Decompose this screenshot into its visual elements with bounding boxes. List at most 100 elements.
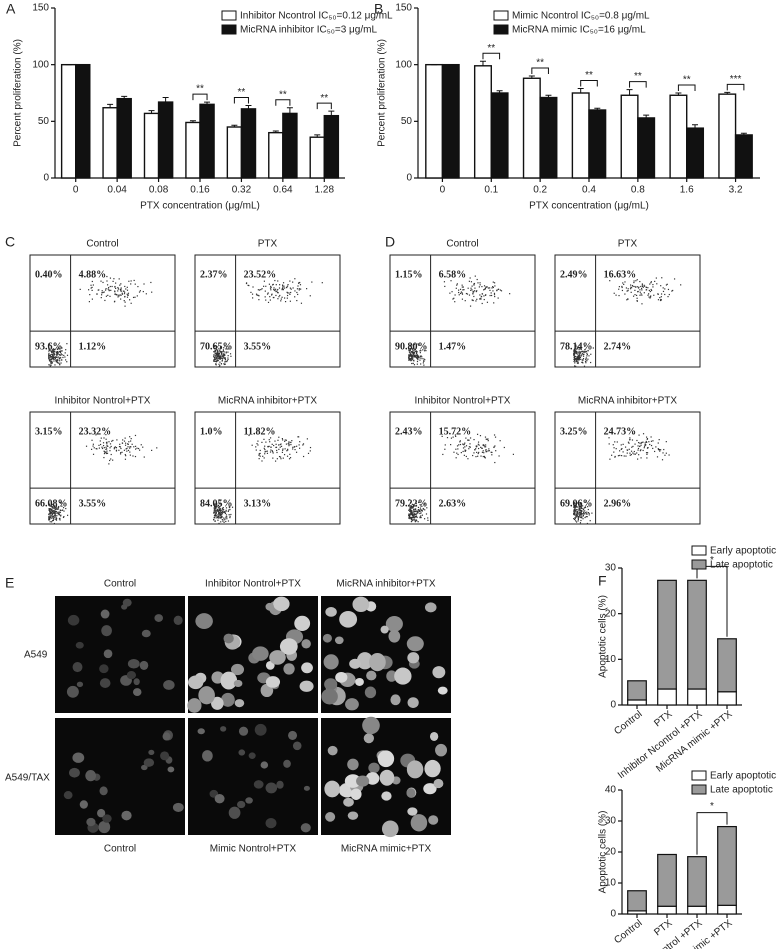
event-dot xyxy=(475,445,477,447)
legend-label: Late apoptotic xyxy=(710,560,773,571)
event-dot xyxy=(639,445,641,448)
event-dot xyxy=(408,355,410,357)
event-dot xyxy=(410,360,412,362)
event-dot xyxy=(417,356,419,358)
event-dot xyxy=(413,352,415,354)
event-dot xyxy=(216,356,219,358)
event-dot xyxy=(275,284,277,286)
event-dot xyxy=(53,511,55,513)
event-dot xyxy=(415,356,417,358)
legend-label: MicRNA inhibitor IC₅₀=3 μg/mL xyxy=(240,25,377,36)
event-dot xyxy=(413,510,415,512)
event-dot xyxy=(641,289,643,291)
event-dot xyxy=(575,509,578,511)
event-dot xyxy=(408,499,410,501)
event-dot xyxy=(287,449,289,451)
event-dot xyxy=(486,301,489,303)
event-dot xyxy=(57,362,59,364)
event-dot xyxy=(101,290,103,292)
event-dot xyxy=(573,350,575,352)
nucleus xyxy=(211,696,224,710)
event-dot xyxy=(408,513,410,515)
event-dot xyxy=(57,511,59,513)
event-dot xyxy=(486,286,488,288)
event-dot xyxy=(578,505,580,507)
error-bar xyxy=(286,107,293,114)
event-dot xyxy=(65,349,67,351)
row-label: A549 xyxy=(24,650,48,661)
event-dot xyxy=(274,279,276,282)
event-dot xyxy=(581,359,583,361)
event-dot xyxy=(51,510,53,512)
event-dot xyxy=(49,513,51,515)
event-dot xyxy=(278,455,281,458)
event-dot xyxy=(216,360,218,362)
event-dot xyxy=(629,288,632,290)
event-dot xyxy=(55,510,57,513)
event-dot xyxy=(613,451,615,453)
event-dot xyxy=(409,514,411,516)
event-dot xyxy=(276,449,278,452)
event-dot xyxy=(218,511,220,513)
event-dot xyxy=(656,283,658,285)
event-dot xyxy=(55,519,57,521)
event-dot xyxy=(251,444,253,446)
nucleus xyxy=(381,791,392,801)
event-dot xyxy=(124,453,126,456)
event-dot xyxy=(286,285,289,287)
nucleus xyxy=(356,652,373,670)
nucleus xyxy=(188,675,204,690)
event-dot xyxy=(48,355,50,357)
nucleus xyxy=(228,806,241,819)
flow-plot xyxy=(29,254,176,368)
event-dot xyxy=(573,358,575,361)
event-dot xyxy=(48,359,51,361)
event-dot xyxy=(422,507,424,510)
event-dot xyxy=(285,443,288,445)
event-dot xyxy=(106,452,109,454)
event-dot xyxy=(461,286,463,288)
event-dot xyxy=(214,360,216,362)
event-dot xyxy=(229,516,231,519)
event-dot xyxy=(472,299,474,302)
event-dot xyxy=(469,446,471,448)
event-dot xyxy=(574,362,576,364)
event-dot xyxy=(48,517,50,519)
event-dot xyxy=(127,449,130,452)
event-dot xyxy=(99,440,101,442)
event-dot xyxy=(52,516,54,518)
event-dot xyxy=(618,286,621,288)
nucleus xyxy=(167,766,175,773)
event-dot xyxy=(57,353,59,355)
y-tick-label: 20 xyxy=(605,608,617,619)
event-dot xyxy=(579,351,582,353)
event-dot xyxy=(474,290,476,292)
event-dot xyxy=(413,359,415,361)
event-dot xyxy=(298,289,300,291)
column-title: Control xyxy=(104,844,136,855)
event-dot xyxy=(648,441,650,443)
event-dot xyxy=(634,289,636,291)
bar xyxy=(157,101,174,179)
event-dot xyxy=(56,515,58,517)
event-dot xyxy=(109,447,111,449)
significance-label: ** xyxy=(487,43,495,54)
event-dot xyxy=(577,356,579,359)
event-dot xyxy=(575,521,578,523)
event-dot xyxy=(51,358,53,360)
event-dot xyxy=(415,503,417,505)
event-dot xyxy=(51,351,53,353)
event-dot xyxy=(573,356,575,359)
event-dot xyxy=(55,356,57,358)
legend-label: MicRNA mimic IC₅₀=16 μg/mL xyxy=(512,25,646,36)
event-dot xyxy=(411,506,413,508)
event-dot xyxy=(413,512,415,514)
bar xyxy=(571,92,590,179)
event-dot xyxy=(59,519,61,521)
error-bar xyxy=(479,60,486,66)
event-dot xyxy=(496,290,498,292)
nucleus xyxy=(394,667,412,685)
event-dot xyxy=(213,504,215,506)
event-dot xyxy=(415,519,418,521)
event-dot xyxy=(53,360,55,362)
